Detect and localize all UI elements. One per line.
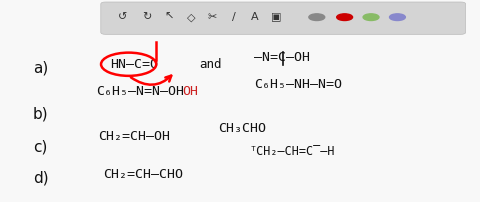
Text: ↖: ↖ [164,12,174,22]
Text: a): a) [33,60,48,75]
Text: ▣: ▣ [271,12,281,22]
FancyBboxPatch shape [101,2,466,34]
Text: A: A [251,12,258,22]
Text: ◇: ◇ [187,12,195,22]
Text: C₆H₅–N=N–OH: C₆H₅–N=N–OH [96,85,184,98]
Text: CH₂=CH–OH: CH₂=CH–OH [98,130,170,143]
Text: OH: OH [182,85,198,98]
Text: ↺: ↺ [118,12,127,22]
Text: ᵀCH₂–CH=C̅–H: ᵀCH₂–CH=C̅–H [250,145,335,158]
Circle shape [363,14,379,20]
Circle shape [390,14,405,20]
Text: ✂: ✂ [208,12,217,22]
Text: ↻: ↻ [142,12,151,22]
Text: c): c) [34,140,48,155]
Text: C₆H₅–NH–N=O: C₆H₅–NH–N=O [254,78,342,91]
Text: CH₂=CH–CHO: CH₂=CH–CHO [103,168,183,181]
Text: b): b) [33,107,48,122]
Text: CH₃CHO: CH₃CHO [218,122,266,135]
Text: /: / [232,12,236,22]
Text: d): d) [33,170,48,185]
Text: and: and [199,58,222,71]
Text: –N=C–OH: –N=C–OH [254,51,311,64]
Text: HN–C=O: HN–C=O [110,58,158,71]
Circle shape [309,14,325,20]
Circle shape [336,14,352,20]
